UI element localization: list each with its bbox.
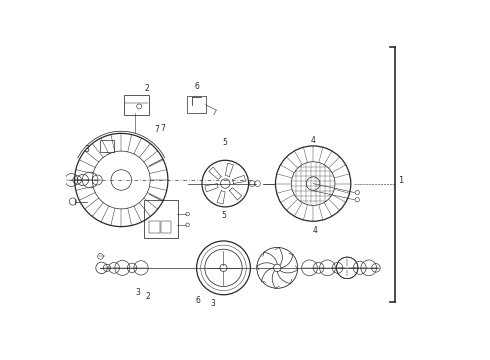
Text: 3: 3 [135,288,140,297]
Text: 7: 7 [160,123,165,132]
Text: 2: 2 [146,292,150,301]
Text: 4: 4 [311,136,316,145]
Text: 5: 5 [221,211,226,220]
Text: 5: 5 [223,138,228,147]
Text: 6: 6 [194,82,199,91]
Text: 4: 4 [313,226,318,235]
Text: 3: 3 [210,299,215,308]
Text: 1: 1 [398,176,404,185]
Text: 3: 3 [85,145,90,154]
Text: 7: 7 [155,125,160,134]
Text: 2: 2 [144,84,149,93]
Text: 6: 6 [196,296,201,305]
